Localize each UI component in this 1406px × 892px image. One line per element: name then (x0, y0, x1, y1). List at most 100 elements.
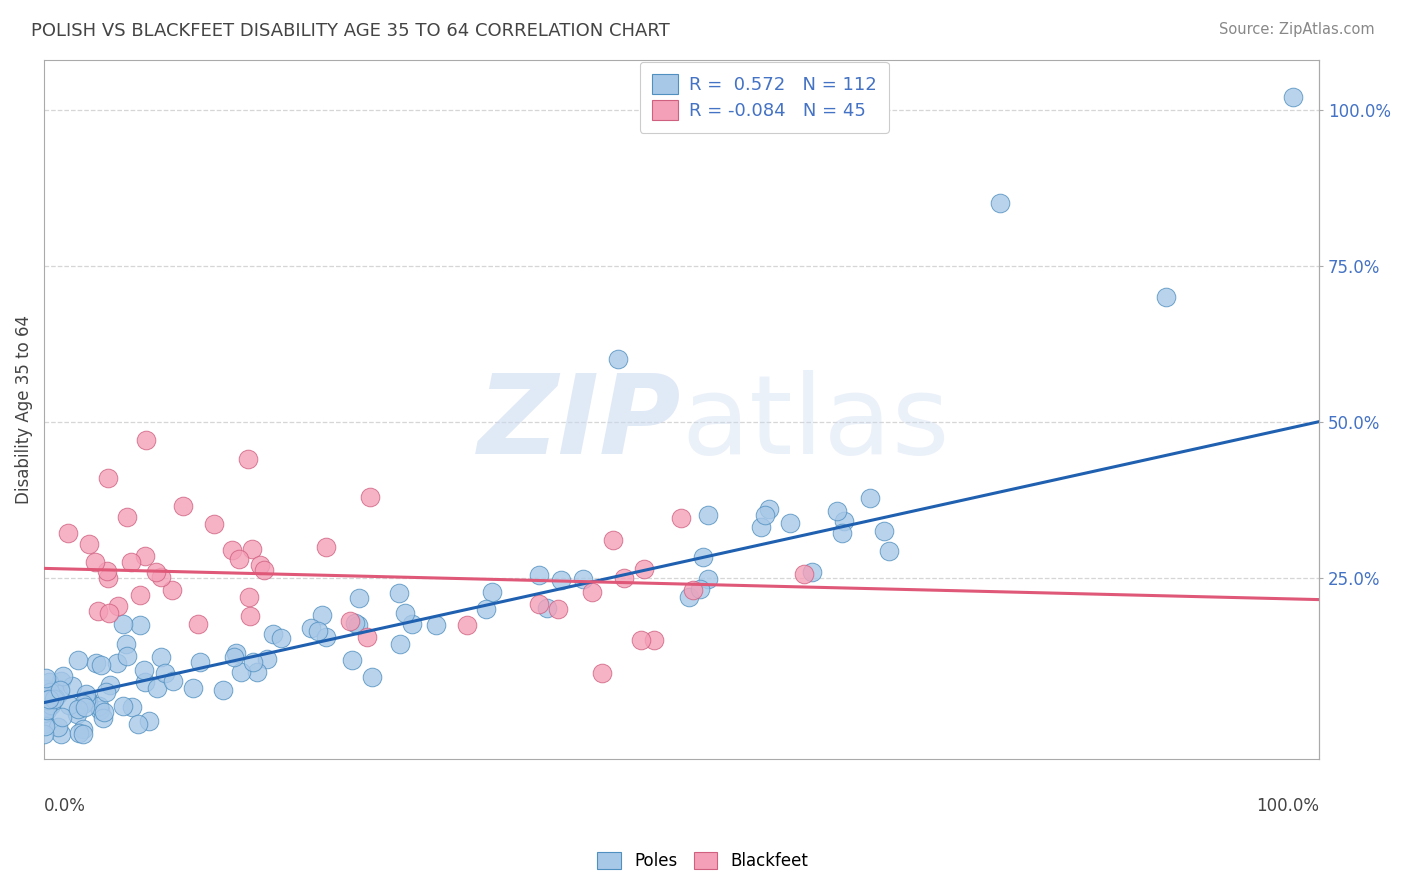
Point (160, 583, 183, 598)
Point (340, 653, 363, 667)
Point (91, 710, 114, 724)
Point (39, 684, 62, 698)
Point (238, 590, 260, 604)
Text: ZIP: ZIP (478, 369, 682, 476)
Point (347, 617, 370, 632)
Point (225, 646, 247, 660)
Point (591, 666, 613, 681)
Point (138, 714, 160, 728)
Point (394, 606, 416, 620)
Point (46, 687, 69, 701)
Point (105, 656, 128, 670)
Point (121, 700, 143, 714)
Point (211, 683, 233, 698)
Point (44, 692, 66, 706)
Point (1282, 90, 1305, 104)
Point (89, 703, 111, 717)
Point (111, 617, 134, 632)
Point (97, 571, 120, 585)
Point (678, 590, 700, 604)
Point (262, 627, 284, 641)
Point (73, 699, 96, 714)
Point (224, 649, 246, 664)
Point (44, 691, 66, 706)
Point (37, 692, 59, 706)
Point (34, 688, 56, 702)
Point (58, 698, 80, 712)
Point (149, 570, 172, 584)
Point (87, 604, 110, 618)
Point (401, 616, 423, 631)
Point (181, 681, 204, 696)
Point (692, 549, 714, 564)
Point (87, 699, 110, 714)
Legend: R =  0.572   N = 112, R = -0.084   N = 45: R = 0.572 N = 112, R = -0.084 N = 45 (640, 62, 889, 133)
Point (72, 697, 94, 711)
Point (35, 681, 58, 696)
Point (32, 727, 55, 741)
Point (697, 508, 720, 522)
Point (188, 655, 211, 669)
Point (72, 727, 94, 741)
Text: 0.0%: 0.0% (44, 797, 86, 815)
Point (69, 726, 91, 740)
Point (246, 665, 269, 680)
Point (682, 583, 704, 598)
Point (134, 675, 156, 690)
Point (630, 632, 652, 647)
Point (242, 655, 264, 669)
Point (93, 705, 115, 719)
Point (315, 630, 337, 644)
Point (754, 508, 776, 523)
Point (388, 586, 411, 600)
Point (831, 526, 853, 541)
Point (527, 597, 550, 611)
Point (51, 710, 73, 724)
Point (35, 702, 58, 716)
Point (307, 624, 329, 638)
Point (34, 671, 56, 685)
Point (347, 591, 370, 606)
Point (120, 555, 142, 569)
Point (67, 702, 90, 716)
Point (84, 656, 107, 670)
Point (46, 720, 69, 734)
Point (107, 599, 129, 613)
Point (633, 562, 655, 576)
Point (34, 719, 56, 733)
Point (481, 585, 503, 599)
Point (388, 637, 411, 651)
Point (536, 601, 558, 615)
Point (456, 617, 478, 632)
Point (270, 631, 292, 645)
Point (758, 502, 780, 516)
Point (75, 692, 97, 706)
Point (256, 652, 278, 666)
Point (60, 679, 83, 693)
Point (236, 452, 259, 467)
Point (65, 706, 87, 721)
Text: Source: ZipAtlas.com: Source: ZipAtlas.com (1219, 22, 1375, 37)
Point (150, 650, 173, 665)
Point (793, 567, 815, 582)
Point (689, 582, 711, 596)
Point (153, 666, 176, 681)
Point (602, 533, 624, 548)
Point (425, 618, 447, 632)
Point (474, 602, 496, 616)
Point (115, 637, 138, 651)
Point (72, 722, 94, 736)
Point (90, 657, 112, 672)
Point (343, 615, 366, 630)
Point (697, 572, 720, 586)
Point (360, 670, 382, 684)
Point (162, 673, 184, 688)
Point (311, 608, 333, 623)
Point (111, 698, 134, 713)
Point (643, 632, 665, 647)
Point (606, 352, 628, 367)
Point (221, 542, 243, 557)
Legend: Poles, Blackfeet: Poles, Blackfeet (591, 845, 815, 877)
Text: 100.0%: 100.0% (1256, 797, 1319, 815)
Point (571, 572, 593, 586)
